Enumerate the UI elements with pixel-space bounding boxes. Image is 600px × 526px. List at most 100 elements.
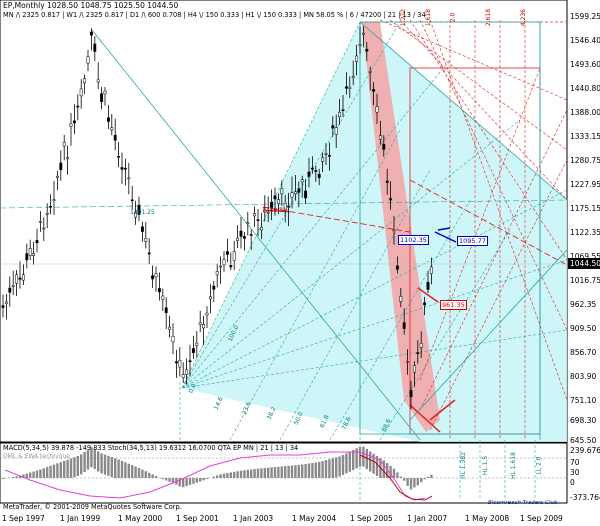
candle-body: [297, 188, 301, 193]
macd-bar: [226, 473, 229, 478]
macd-bar: [331, 458, 334, 478]
macd-bar: [335, 457, 338, 478]
indicator-frame: [0, 442, 568, 504]
macd-bar: [253, 469, 256, 478]
price-tick: 1122.35: [570, 228, 600, 237]
indicator-tick: -373.764: [570, 493, 600, 502]
candle-body: [287, 205, 291, 208]
time-tick: 1 Sep 1997: [2, 514, 45, 523]
macd-bar: [29, 472, 32, 478]
macd-bar: [165, 478, 168, 481]
candle-body: [79, 88, 83, 97]
candle-body: [161, 295, 165, 300]
candle-body: [246, 222, 250, 224]
macd-bar: [263, 467, 266, 478]
fib-box-red[interactable]: 961.35: [440, 300, 467, 310]
candle-body: [259, 226, 263, 231]
candle-body: [144, 238, 148, 242]
fib-box-blue-2[interactable]: 1095.77: [457, 236, 488, 246]
macd-bar: [426, 476, 430, 478]
candle-body: [378, 135, 382, 140]
macd-bar: [294, 465, 297, 478]
candle-body: [338, 111, 342, 117]
macd-bar: [382, 460, 385, 478]
candle-body: [157, 288, 161, 293]
macd-bar: [246, 469, 249, 478]
candle-body: [215, 271, 219, 276]
candle-body: [188, 360, 192, 362]
macd-bar: [277, 466, 280, 478]
time-tick: 1 May 2000: [118, 514, 163, 523]
candle-body: [389, 198, 393, 201]
candle-body: [239, 230, 243, 237]
candle-body: [276, 199, 280, 204]
blue-marks: [434, 227, 457, 243]
candle-body: [253, 213, 257, 217]
macd-bar: [396, 472, 399, 478]
macd-bar: [15, 476, 18, 478]
price-tick: 1333.15: [570, 132, 600, 141]
macd-bar: [22, 474, 25, 478]
candle-body: [310, 167, 314, 170]
macd-histogram: [1, 446, 433, 490]
candle-body: [25, 253, 29, 261]
price-tick: 1493.60: [570, 60, 600, 69]
cyan-solid-lines: [91, 21, 568, 441]
candle-body: [11, 285, 15, 287]
candle-body: [256, 219, 260, 221]
candle-body: [317, 173, 321, 178]
candle-body: [69, 123, 73, 127]
candle-body: [55, 175, 59, 178]
macd-bar: [131, 465, 134, 478]
macd-bar: [32, 471, 35, 478]
candle-body: [429, 266, 433, 274]
candle-body: [120, 167, 124, 170]
macd-bar: [416, 478, 419, 486]
macd-bar: [406, 478, 409, 486]
macd-bar: [199, 478, 202, 482]
macd-bar: [392, 468, 396, 478]
macd-bar: [59, 462, 62, 478]
macd-bar: [25, 473, 28, 478]
macd-bar: [97, 451, 100, 472]
candle-body: [110, 127, 114, 131]
macd-bar: [270, 467, 273, 478]
macd-bar: [134, 466, 137, 478]
candle-body: [8, 287, 12, 293]
macd-bar: [222, 473, 226, 478]
price-tick: 1175.15: [570, 204, 600, 213]
candle-body: [181, 374, 185, 378]
candle-body: [283, 202, 287, 211]
fib-box-blue-1[interactable]: 1102.35: [398, 235, 429, 245]
candle-body: [365, 48, 369, 52]
candle-body: [341, 109, 345, 112]
macd-bar: [260, 468, 263, 478]
red-level: 1.618: [425, 8, 433, 27]
candle-body: [423, 302, 427, 306]
candle-body: [358, 44, 362, 46]
candle-body: [96, 79, 100, 83]
timeframe-stats-header: MN /\ 2325 0.817 | W1 /\ 2325 0.817 | D1…: [3, 11, 426, 19]
candle-body: [351, 76, 355, 78]
macd-bar: [69, 458, 73, 478]
macd-bar: [239, 470, 243, 478]
candle-body: [375, 106, 379, 113]
macd-bar: [212, 476, 215, 478]
candle-body: [212, 285, 216, 290]
macd-bar: [18, 475, 22, 478]
macd-bar: [358, 446, 362, 467]
candle-body: [232, 251, 236, 261]
price-tick: 962.35: [570, 300, 597, 309]
macd-bar: [386, 463, 389, 478]
current-price-marker: [568, 258, 600, 269]
candle-body: [198, 322, 202, 325]
candle-body: [402, 322, 406, 329]
macd-bar: [154, 476, 158, 478]
candle-body: [307, 171, 311, 177]
time-tick: 1 Jan 2003: [233, 514, 274, 523]
candle-body: [205, 312, 209, 316]
candle-body: [45, 212, 49, 215]
price-tick: 1546.40: [570, 36, 600, 45]
